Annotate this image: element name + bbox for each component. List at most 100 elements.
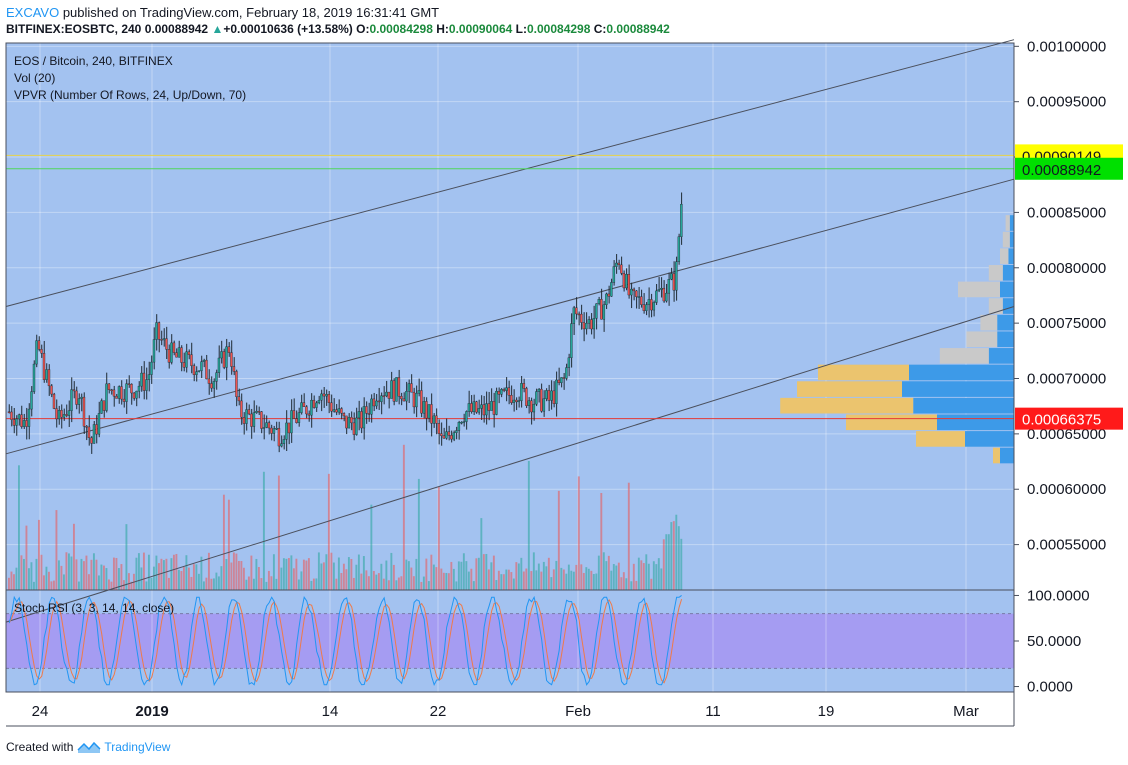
candle-body	[80, 396, 83, 399]
candle-body	[665, 292, 668, 302]
volume-bar	[460, 561, 463, 590]
candle-body	[297, 412, 301, 423]
volume-bar	[377, 573, 380, 590]
volume-bar	[575, 564, 578, 590]
candle-body	[257, 410, 261, 413]
volume-bar	[247, 576, 250, 590]
volume-bar	[445, 572, 448, 590]
author-link[interactable]: EXCAVO	[6, 5, 60, 20]
candle-body	[210, 383, 213, 389]
candle-body	[65, 414, 68, 416]
volume-bar	[177, 569, 180, 590]
volume-bar	[632, 563, 635, 590]
candle-body	[540, 388, 543, 412]
candle-body	[495, 390, 498, 415]
vp-down-bar	[988, 265, 1003, 281]
volume-bar	[600, 492, 603, 590]
volume-bar	[62, 574, 65, 590]
candle-body	[382, 395, 386, 397]
vp-up-bar	[1009, 215, 1014, 231]
candle-body	[530, 400, 533, 413]
volume-bar	[412, 576, 415, 590]
volume-bar	[432, 564, 435, 590]
volume-bar	[515, 562, 518, 590]
volume-bar	[450, 561, 453, 590]
candle-body	[172, 342, 176, 353]
candle-body	[467, 403, 471, 412]
volume-bar	[630, 581, 633, 590]
price-badge-green	[1015, 157, 1123, 180]
volume-bar	[135, 557, 138, 590]
candle-body	[410, 383, 413, 393]
volume-bar	[275, 578, 278, 590]
volume-bar	[670, 522, 673, 590]
price-tick-label: 0.00055000	[1027, 537, 1106, 554]
candle-body	[545, 390, 548, 399]
candle-body	[612, 266, 616, 283]
candle-body	[637, 296, 641, 298]
volume-bar	[425, 558, 428, 590]
candle-body	[165, 338, 168, 350]
volume-bar	[192, 564, 195, 590]
candle-body	[192, 365, 196, 375]
candle-body	[312, 399, 316, 408]
volume-bar	[492, 555, 495, 590]
candle-body	[320, 393, 323, 401]
volume-bar	[237, 560, 240, 590]
candle-body	[15, 418, 18, 426]
volume-bar	[330, 552, 333, 590]
candle-body	[87, 426, 91, 439]
time-tick-label: Mar	[953, 703, 979, 720]
candle-body	[110, 389, 113, 391]
volume-bar	[210, 578, 213, 590]
volume-bar	[662, 539, 665, 590]
candle-body	[177, 347, 181, 358]
candle-body	[547, 390, 551, 401]
volume-bar	[427, 581, 430, 590]
candle-body	[555, 379, 558, 404]
volume-bar	[180, 571, 183, 590]
candle-body	[640, 296, 643, 305]
candle-body	[345, 415, 348, 429]
volume-bar	[80, 558, 83, 590]
candle-body	[675, 261, 678, 291]
candle-body	[390, 380, 393, 399]
volume-bar	[37, 519, 40, 590]
vp-up-bar	[997, 314, 1014, 331]
vp-down-bar	[797, 381, 902, 397]
volume-bar	[220, 566, 223, 590]
candle-body	[472, 401, 476, 412]
candle-body	[52, 393, 56, 409]
candle-body	[357, 411, 361, 419]
price-tick-label: 0.00075000	[1027, 315, 1106, 332]
volume-bar	[490, 562, 493, 590]
candle-body	[255, 410, 258, 413]
candle-body	[95, 424, 98, 435]
volume-bar	[130, 581, 133, 590]
volume-bar	[335, 578, 338, 590]
tradingview-link[interactable]: TradingView	[104, 740, 171, 754]
candle-body	[520, 383, 523, 401]
volume-bar	[45, 566, 48, 590]
candle-body	[662, 287, 666, 302]
volume-bar	[272, 554, 275, 590]
volume-bar	[497, 570, 500, 590]
candle-body	[62, 414, 66, 418]
price-tick-label: 0.00060000	[1027, 481, 1106, 498]
volume-bar	[592, 574, 595, 590]
volume-bar	[512, 578, 515, 590]
channel-line-0	[5, 39, 1015, 308]
change-up-icon: ▲	[211, 22, 224, 36]
volume-bar	[572, 571, 575, 590]
candle-body	[22, 420, 26, 427]
candle-body	[215, 372, 218, 382]
close-label: C:	[593, 22, 607, 36]
candle-body	[395, 377, 398, 402]
candle-body	[575, 307, 578, 315]
volume-bar	[655, 564, 658, 590]
volume-bar	[15, 567, 18, 590]
volume-bar	[390, 552, 393, 590]
publish-text: published on TradingView.com, February 1…	[59, 5, 440, 20]
price-tick-label: 0.00065000	[1027, 426, 1106, 443]
